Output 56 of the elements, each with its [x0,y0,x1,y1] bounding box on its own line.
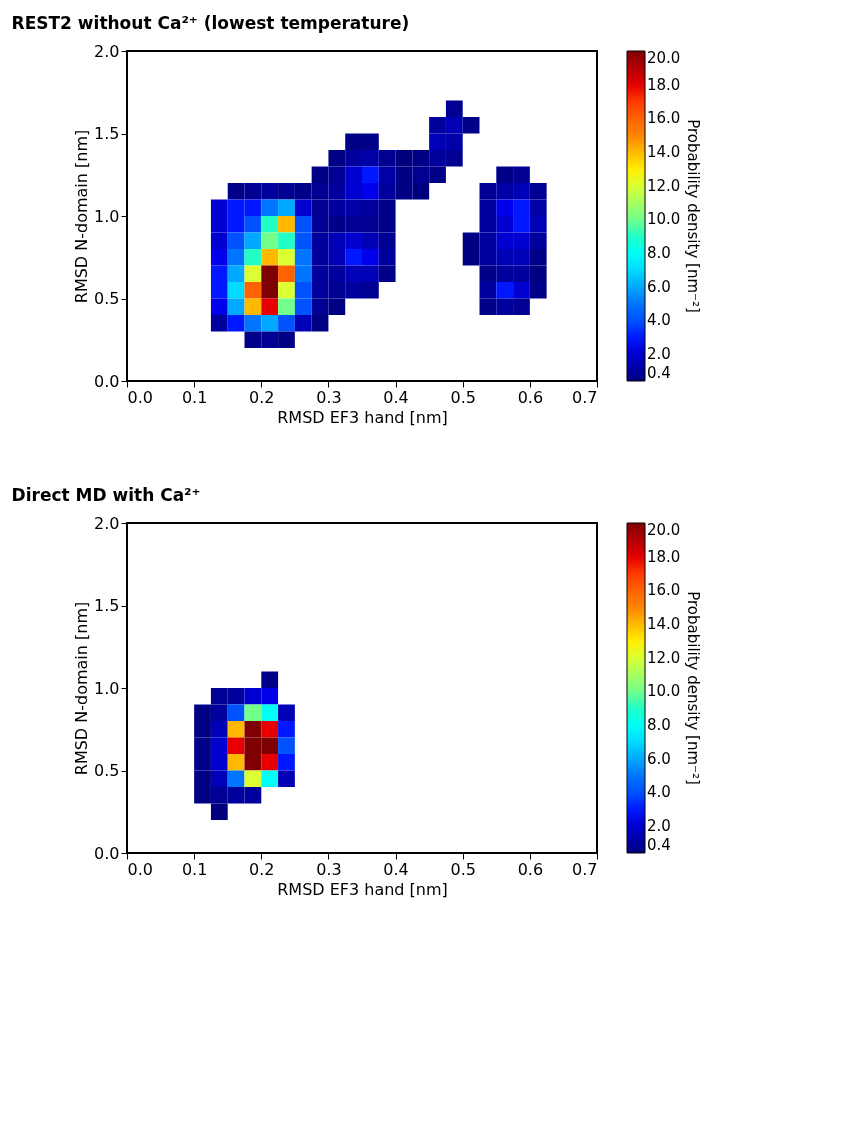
x-tick-label: 0.7 [572,859,598,879]
x-tick-label: 0.1 [181,387,208,407]
color-bar-title: Probability density [nm⁻²] [684,591,702,785]
color-bar-label: 4.0 [647,783,671,802]
color-bar-label: 0.4 [647,836,671,854]
y-tick-label: 0.5 [94,761,120,780]
color-bar-label: 10.0 [647,210,681,229]
y-axis-title: RMSD N-domain [nm] [72,601,92,776]
color-bar-label: 14.0 [647,143,681,162]
x-axis-title: RMSD EF3 hand [nm] [277,407,448,427]
color-bar-label: 8.0 [647,244,671,263]
y-tick-label: 1.5 [94,124,120,143]
color-bar-label: 6.0 [647,277,671,296]
y-tick-label: 1.0 [94,678,120,698]
x-tick-label: 0.0 [127,387,153,407]
chart-title: REST2 without Ca²⁺ (lowest temperature) [11,13,410,33]
x-tick-label: 0.4 [383,387,409,407]
x-tick-label: 0.1 [181,859,208,879]
x-tick-label: 0.5 [450,387,476,407]
x-tick-label: 0.3 [316,387,342,407]
x-tick-label: 0.3 [316,859,342,879]
y-tick-label: 0.5 [94,289,120,308]
color-bar-label: 12.0 [647,648,681,667]
y-tick-label: 0.0 [94,371,120,391]
color-bar-label: 16.0 [647,109,681,128]
y-tick-label: 0.0 [94,843,120,863]
color-bar-label: 6.0 [647,749,671,768]
color-bar-label: 20.0 [647,521,681,539]
x-tick-label: 0.4 [383,859,409,879]
x-tick-label: 0.2 [249,859,275,879]
color-bar-label: 16.0 [647,581,681,600]
color-bar-label: 2.0 [647,345,671,364]
y-tick-label: 2.0 [94,41,120,61]
y-tick-label: 1.0 [94,206,120,226]
x-axis-title: RMSD EF3 hand [nm] [277,879,448,899]
x-tick-label: 0.0 [127,859,153,879]
chart-title: Direct MD with Ca²⁺ [11,485,201,505]
color-bar-label: 18.0 [647,547,681,566]
y-axis-title: RMSD N-domain [nm] [72,129,92,304]
color-bar-label: 14.0 [647,615,681,634]
y-tick-label: 1.5 [94,596,120,615]
color-bar-label: 0.4 [647,364,671,382]
y-tick-label: 2.0 [94,513,120,533]
color-bar-title: Probability density [nm⁻²] [684,119,702,313]
x-tick-label: 0.7 [572,387,598,407]
x-tick-label: 0.5 [450,859,476,879]
color-bar-label: 10.0 [647,682,681,701]
x-tick-label: 0.6 [517,859,544,879]
color-bar-label: 12.0 [647,176,681,195]
x-tick-label: 0.2 [249,387,275,407]
color-bar-label: 18.0 [647,75,681,94]
color-bar-label: 8.0 [647,716,671,735]
color-bar-label: 4.0 [647,311,671,330]
x-tick-label: 0.6 [517,387,544,407]
color-bar-label: 2.0 [647,817,671,836]
color-bar-label: 20.0 [647,49,681,67]
